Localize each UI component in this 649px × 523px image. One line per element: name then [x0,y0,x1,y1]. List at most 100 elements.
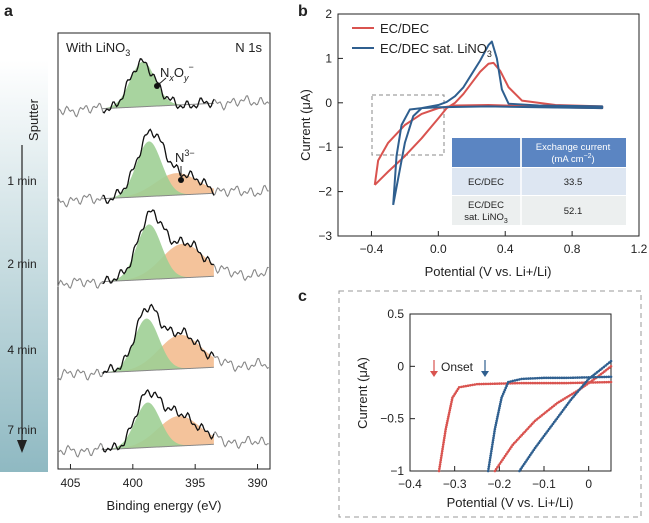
data-point [475,382,479,386]
data-point [569,381,573,385]
data-point [573,381,577,385]
data-point [606,362,609,366]
data-point [609,365,613,368]
xps-spectra [57,57,270,458]
data-point [496,465,499,469]
data-point [506,380,510,384]
data-point [440,449,444,453]
y-tick-label: −1 [318,140,332,154]
data-point [565,381,568,385]
x-tick-label: −0.3 [443,477,467,491]
data-point [533,376,537,380]
data-point [438,465,442,468]
data-point [596,375,599,379]
x-tick-label: 0.8 [564,242,581,256]
data-point [493,469,497,473]
data-point [567,394,570,398]
table-row [452,168,626,195]
data-point [511,379,515,383]
onset-arrowhead-ecdec [430,371,438,377]
data-point [448,408,452,412]
sputter-times: 1 min 2 min 4 min 7 min [7,174,36,437]
data-point [540,376,544,380]
nitrite-fit-peak [101,318,214,373]
data-point [442,438,446,442]
panel-b-xlabel: Potential (V vs. Li+/Li) [425,264,552,279]
data-point [609,375,613,379]
data-point [582,376,586,379]
data-point [498,406,501,410]
data-point [551,376,555,380]
data-point [556,376,559,380]
raw-data [102,209,214,285]
data-point [567,381,570,385]
y-tick-label: 0 [325,96,332,110]
panel-label-a: a [4,3,13,20]
data-point [488,458,492,462]
data-point [495,382,499,385]
legend-b: EC/DEC EC/DEC sat. LiNO3 [352,21,492,59]
panel-a-title: With LiNO3 [66,40,130,58]
data-point [441,445,445,449]
data-point [542,381,546,385]
data-point [600,375,604,379]
data-point [464,384,468,388]
data-point [492,436,495,440]
data-point [444,425,448,429]
data-point [494,421,498,425]
panel-a-x-ticks: 405 400 395 390 [60,464,268,490]
data-point [553,381,557,385]
data-point [486,469,490,473]
data-point [446,419,449,423]
data-point [569,376,573,380]
onset-arrowhead-lino3 [481,371,489,377]
data-point [437,469,441,473]
cv-curves [373,40,604,206]
data-point [569,393,572,397]
table-header-row [452,138,626,167]
data-point [560,381,564,385]
data-point [538,376,541,380]
sputter-time-label: 4 min [7,343,36,357]
panel-b-ylabel: Current (μA) [298,89,313,161]
raw-data-tail [57,102,105,118]
y-tick-label: 2 [325,7,332,21]
panel-a-frame [57,32,271,470]
raw-data-tail [212,352,270,373]
data-point [490,449,493,453]
panel-c-xlabel: Potential (V vs. Li+/Li) [447,495,574,510]
legend-label-lino3: EC/DEC sat. LiNO3 [380,41,492,59]
data-point [497,464,500,467]
panel-b: b −0.4 0.0 0.4 0.8 1.2 −3 −2 −1 0 1 2 EC/DEC EC/DE… [298,3,648,279]
raw-data-tail [212,95,270,111]
data-point [438,467,441,471]
lsv-line [487,376,612,472]
data-point [547,376,550,380]
data-point [551,381,555,385]
data-point [502,390,506,394]
data-point [443,432,447,435]
data-point [600,380,604,384]
table-header-units: (mA cm−2) [551,153,594,165]
data-point [576,376,579,379]
onset-label: Onset [441,360,474,374]
panel-c-ylabel: Current (μA) [355,357,370,429]
data-point [460,385,463,389]
data-point [603,380,606,384]
data-point [540,381,544,385]
xps-spectrum [57,388,269,458]
data-point [447,415,450,418]
data-point [511,381,515,385]
data-point [513,379,517,382]
data-point [603,375,606,379]
fit-baseline [101,443,214,451]
data-point [499,460,503,463]
fit-baseline [101,275,214,283]
data-point [553,376,557,380]
data-point [600,367,604,370]
data-point [489,454,492,457]
data-point [570,392,574,396]
data-point [493,427,497,431]
data-point [509,382,512,385]
data-point [571,381,575,385]
